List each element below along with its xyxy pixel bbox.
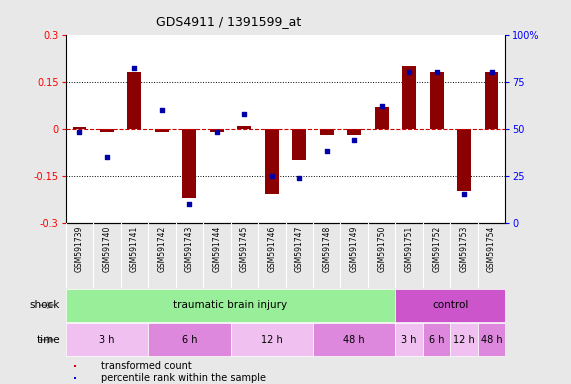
- Text: GSM591749: GSM591749: [349, 226, 359, 272]
- Bar: [478, 323, 505, 356]
- Text: traumatic brain injury: traumatic brain injury: [174, 300, 288, 310]
- Bar: [430, 72, 444, 129]
- Bar: [313, 323, 395, 356]
- Bar: [238, 126, 251, 129]
- Bar: [127, 72, 141, 129]
- Point: [130, 65, 139, 71]
- Point: [267, 173, 276, 179]
- Bar: [451, 323, 478, 356]
- Point: [295, 174, 304, 180]
- Point: [212, 129, 222, 136]
- Text: 6 h: 6 h: [429, 335, 444, 345]
- Point: [102, 154, 111, 160]
- Bar: [395, 289, 505, 322]
- Text: GSM591753: GSM591753: [460, 226, 469, 272]
- Bar: [100, 129, 114, 132]
- Point: [322, 148, 331, 154]
- Text: GSM591739: GSM591739: [75, 226, 84, 272]
- Bar: [485, 72, 498, 129]
- Point: [377, 103, 386, 109]
- Text: GSM591752: GSM591752: [432, 226, 441, 272]
- Bar: [66, 289, 395, 322]
- Point: [157, 107, 166, 113]
- Point: [487, 69, 496, 75]
- Bar: [292, 129, 306, 160]
- Text: GSM591743: GSM591743: [185, 226, 194, 272]
- Text: GDS4911 / 1391599_at: GDS4911 / 1391599_at: [156, 15, 301, 28]
- Text: 6 h: 6 h: [182, 335, 197, 345]
- Text: 12 h: 12 h: [261, 335, 283, 345]
- Bar: [155, 129, 168, 132]
- Text: 12 h: 12 h: [453, 335, 475, 345]
- Bar: [231, 323, 313, 356]
- Text: percentile rank within the sample: percentile rank within the sample: [101, 373, 266, 383]
- Text: 3 h: 3 h: [401, 335, 417, 345]
- Text: GSM591741: GSM591741: [130, 226, 139, 272]
- Bar: [73, 127, 86, 129]
- Bar: [66, 323, 148, 356]
- Text: GSM591745: GSM591745: [240, 226, 249, 272]
- Bar: [423, 323, 451, 356]
- Text: GSM591742: GSM591742: [158, 226, 166, 272]
- Point: [432, 69, 441, 75]
- Text: GSM591750: GSM591750: [377, 226, 386, 272]
- Text: GSM591746: GSM591746: [267, 226, 276, 272]
- Point: [75, 129, 84, 136]
- Bar: [403, 66, 416, 129]
- Bar: [347, 129, 361, 135]
- Text: 48 h: 48 h: [343, 335, 365, 345]
- Bar: [74, 365, 76, 366]
- Bar: [395, 323, 423, 356]
- Text: GSM591747: GSM591747: [295, 226, 304, 272]
- Text: GSM591751: GSM591751: [405, 226, 413, 272]
- Text: 3 h: 3 h: [99, 335, 115, 345]
- Bar: [375, 107, 388, 129]
- Text: GSM591744: GSM591744: [212, 226, 222, 272]
- Bar: [210, 129, 224, 132]
- Point: [240, 111, 249, 117]
- Bar: [320, 129, 333, 135]
- Text: time: time: [37, 335, 60, 345]
- Bar: [74, 377, 76, 379]
- Text: control: control: [432, 300, 469, 310]
- Point: [405, 69, 414, 75]
- Point: [185, 201, 194, 207]
- Text: GSM591748: GSM591748: [322, 226, 331, 272]
- Text: transformed count: transformed count: [101, 361, 192, 371]
- Bar: [148, 323, 231, 356]
- Point: [460, 191, 469, 197]
- Text: shock: shock: [30, 300, 60, 310]
- Bar: [457, 129, 471, 191]
- Text: 48 h: 48 h: [481, 335, 502, 345]
- Text: GSM591754: GSM591754: [487, 226, 496, 272]
- Bar: [265, 129, 279, 194]
- Bar: [183, 129, 196, 198]
- Text: GSM591740: GSM591740: [102, 226, 111, 272]
- Point: [349, 137, 359, 143]
